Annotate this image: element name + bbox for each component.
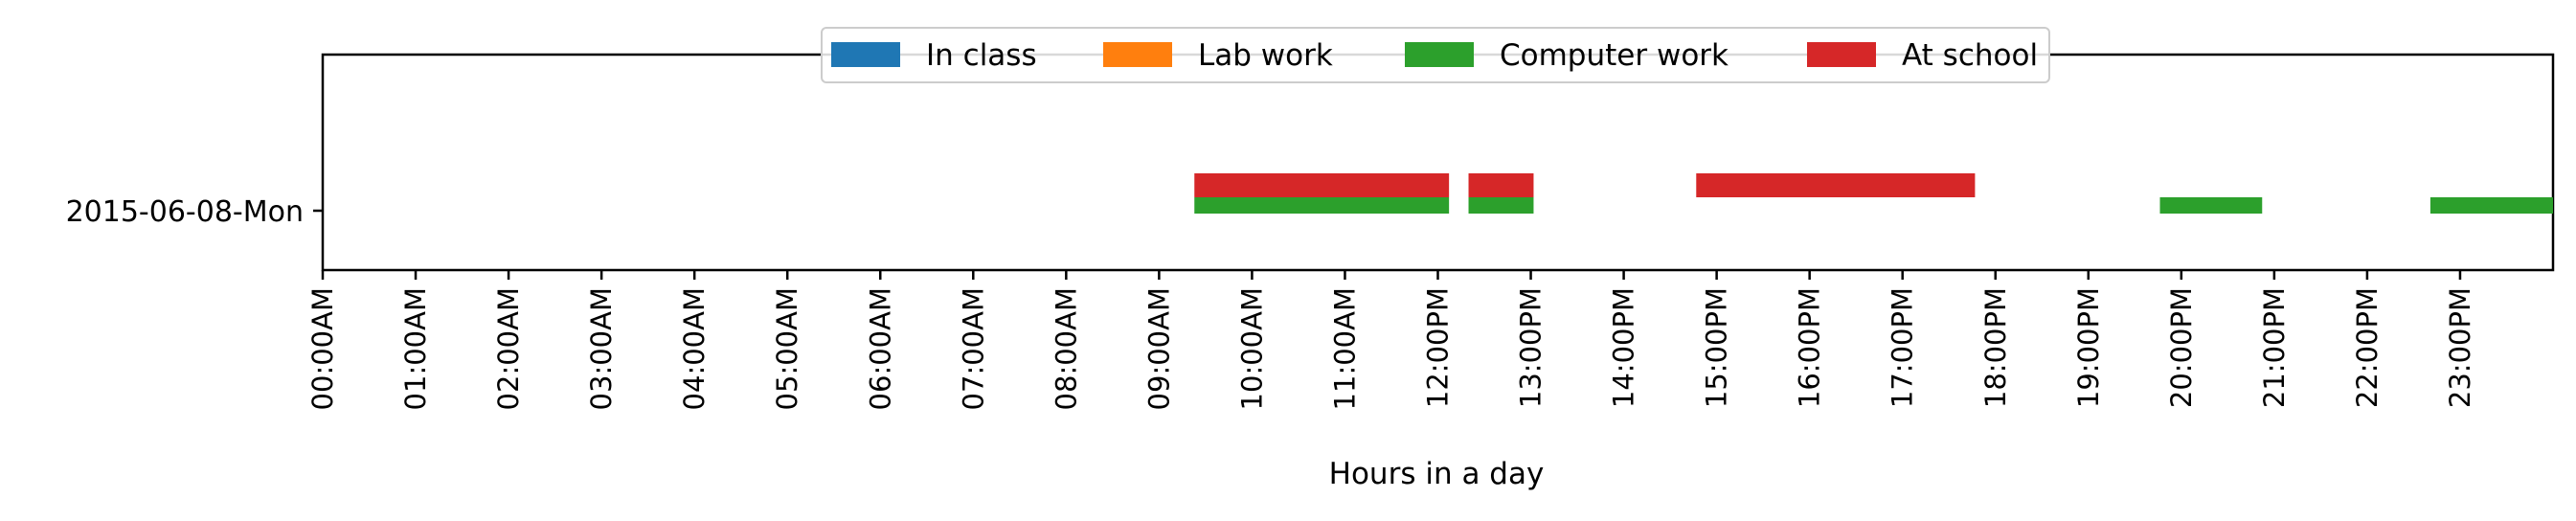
x-tick-label: 10:00AM <box>1235 287 1268 410</box>
bar-computer-work-3 <box>2429 197 2553 214</box>
x-tick-label: 06:00AM <box>864 287 896 410</box>
x-tick-label: 05:00AM <box>771 287 803 410</box>
legend-label: Computer work <box>1500 38 1729 73</box>
x-tick-label: 13:00PM <box>1515 287 1548 408</box>
x-tick-label: 21:00PM <box>2258 287 2291 408</box>
axes-frame <box>321 53 2555 272</box>
x-axis-label: Hours in a day <box>1329 457 1545 491</box>
x-tick-label: 09:00AM <box>1142 287 1175 410</box>
x-tick-label: 18:00PM <box>1979 287 2012 408</box>
y-tick-label: 2015-06-08-Mon <box>66 195 304 229</box>
x-tick-label: 04:00AM <box>678 287 711 410</box>
x-tick-label: 11:00AM <box>1328 287 1361 410</box>
legend: In class Lab work Computer work At school <box>821 27 2050 83</box>
x-tick-label: 08:00AM <box>1050 287 1082 410</box>
x-tick-label: 22:00PM <box>2351 287 2384 408</box>
x-tick-label: 02:00AM <box>492 287 525 410</box>
x-tick-label: 16:00PM <box>1794 287 1826 408</box>
legend-swatch-at-school <box>1807 42 1876 67</box>
x-tick-label: 12:00PM <box>1422 287 1455 408</box>
legend-label: In class <box>926 38 1037 73</box>
axes-border <box>321 53 2555 272</box>
bar-at-school-1 <box>1468 173 1534 197</box>
legend-label: At school <box>1902 38 2038 73</box>
x-tick-label: 17:00PM <box>1887 287 1919 408</box>
x-tick-label: 23:00PM <box>2444 287 2476 408</box>
bar-computer-work-0 <box>1194 197 1450 214</box>
y-axis: 2015-06-08-Mon <box>66 195 323 229</box>
x-tick-label: 07:00AM <box>957 287 989 410</box>
x-tick-label: 20:00PM <box>2165 287 2198 408</box>
x-tick-label: 15:00PM <box>1701 287 1733 408</box>
legend-label: Lab work <box>1198 38 1333 73</box>
bar-computer-work-2 <box>2159 197 2263 214</box>
x-tick-label: 03:00AM <box>585 287 618 410</box>
bar-at-school-0 <box>1194 173 1450 197</box>
x-tick-label: 19:00PM <box>2072 287 2105 408</box>
bar-at-school-2 <box>1696 173 1976 197</box>
x-tick-label: 01:00AM <box>399 287 432 410</box>
x-tick-label: 00:00AM <box>306 287 339 410</box>
bar-computer-work-1 <box>1468 197 1534 214</box>
x-axis: 00:00AM 01:00AM 02:00AM 03:00AM 04:00AM 05:00… <box>306 270 2476 410</box>
legend-swatch-in-class <box>831 42 900 67</box>
legend-swatch-computer-work <box>1405 42 1474 67</box>
x-tick-label: 14:00PM <box>1608 287 1640 408</box>
legend-swatch-lab-work <box>1103 42 1172 67</box>
bars-layer <box>1194 173 2553 214</box>
